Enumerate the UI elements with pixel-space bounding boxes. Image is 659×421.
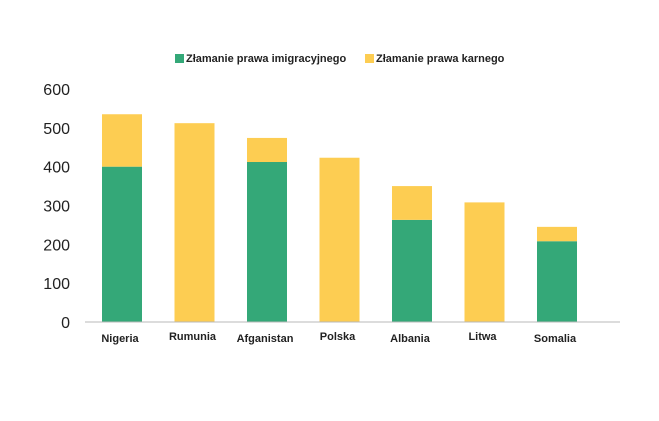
chart-legend: Złamanie prawa imigracyjnego Złamanie pr… xyxy=(175,53,505,65)
y-tick-label: 200 xyxy=(43,237,70,254)
y-tick-label: 500 xyxy=(43,121,70,138)
bar-somalia-series-1 xyxy=(537,226,577,242)
bar-nigeria-series-1 xyxy=(102,114,142,167)
bar-nigeria-series-0 xyxy=(102,166,142,322)
x-tick-label: Rumunia xyxy=(169,331,217,343)
x-tick-label: Nigeria xyxy=(101,333,139,345)
y-tick-label: 400 xyxy=(43,160,70,177)
y-axis: 0 100 200 300 400 500 600 xyxy=(43,82,70,332)
x-tick-label: Afganistan xyxy=(237,333,294,345)
y-tick-label: 0 xyxy=(61,315,70,332)
legend-label-immigration: Złamanie prawa imigracyjnego xyxy=(186,53,346,65)
bar-albania-series-1 xyxy=(392,186,432,220)
bar-litwa-series-1 xyxy=(464,202,505,322)
legend-label-criminal: Złamanie prawa karnego xyxy=(376,53,505,65)
x-tick-label: Albania xyxy=(390,333,431,345)
y-tick-label: 100 xyxy=(43,276,70,293)
bar-rumunia-series-1 xyxy=(174,123,215,322)
bar-albania-series-0 xyxy=(392,219,432,322)
y-tick-label: 300 xyxy=(43,199,70,216)
bars xyxy=(102,114,577,322)
x-tick-label: Litwa xyxy=(468,331,497,343)
bar-somalia-series-0 xyxy=(537,241,577,322)
legend-swatch-immigration xyxy=(175,54,184,63)
x-tick-label: Polska xyxy=(320,331,356,343)
bar-polska-series-1 xyxy=(319,157,360,322)
legend-swatch-criminal xyxy=(365,54,374,63)
x-axis: Nigeria Rumunia Afganistan Polska Albania Lit… xyxy=(101,331,577,345)
x-tick-label: Somalia xyxy=(534,333,577,345)
y-tick-label: 600 xyxy=(43,82,70,99)
bar-afganistan-series-0 xyxy=(247,162,287,322)
bar-afganistan-series-1 xyxy=(247,137,287,163)
